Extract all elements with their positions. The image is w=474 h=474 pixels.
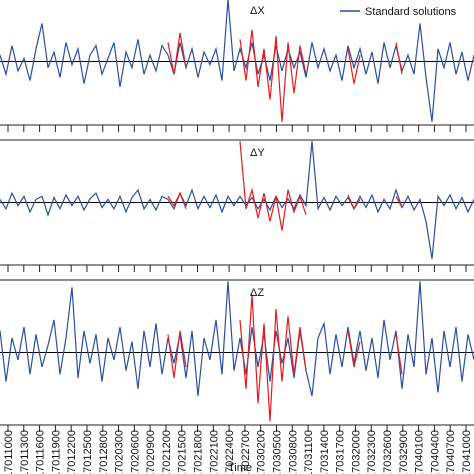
x-tick-label: 17011300 xyxy=(19,430,31,474)
x-tick-label: 17032000 xyxy=(350,430,362,474)
panel-title: ΔX xyxy=(250,5,265,17)
panel-title: ΔZ xyxy=(250,287,264,299)
x-tick-label: 17020900 xyxy=(145,430,157,474)
legend-label: Standard solutions xyxy=(365,6,457,18)
x-tick-label: 17022700 xyxy=(240,430,252,474)
series-line xyxy=(0,141,474,259)
x-axis-label: Time xyxy=(228,462,252,474)
panel-frame xyxy=(0,124,474,126)
series-line xyxy=(167,294,403,422)
x-tick-label: 17031700 xyxy=(335,430,347,474)
x-tick-label: 17021500 xyxy=(177,430,189,474)
x-tick-label: 17012800 xyxy=(98,430,110,474)
x-tick-label: 17032600 xyxy=(382,430,394,474)
x-tick-label: 17011600 xyxy=(35,430,47,474)
x-tick-label: 17020300 xyxy=(114,430,126,474)
x-tick-label: 17011000 xyxy=(3,430,15,474)
panel-frame xyxy=(0,139,474,266)
x-tick-label: 17030500 xyxy=(271,430,283,474)
series-line xyxy=(0,281,474,397)
x-tick-label: 17031100 xyxy=(303,430,315,474)
x-tick-label: 17021200 xyxy=(161,430,173,474)
series-line xyxy=(0,0,474,122)
x-tick-label: 17020600 xyxy=(129,430,141,474)
panel-title: ΔY xyxy=(250,147,265,159)
series-line xyxy=(167,29,403,122)
x-tick-label: 17040700 xyxy=(445,430,457,474)
x-tick-label: 17022400 xyxy=(224,430,236,474)
x-tick-label: 17032300 xyxy=(366,430,378,474)
panel-frame xyxy=(0,279,474,426)
x-tick-label: 17012200 xyxy=(66,430,78,474)
series-line xyxy=(167,141,403,231)
x-tick-label: 17040100 xyxy=(414,430,426,474)
x-tick-label: 17012500 xyxy=(82,430,94,474)
x-tick-label: 17021800 xyxy=(193,430,205,474)
x-tick-label: 17041000 xyxy=(461,430,473,474)
x-tick-label: 17022100 xyxy=(208,430,220,474)
x-tick-label: 17030800 xyxy=(287,430,299,474)
x-tick-label: 17040400 xyxy=(429,430,441,474)
x-tick-label: 17030200 xyxy=(256,430,268,474)
x-tick-label: 17032900 xyxy=(398,430,410,474)
x-tick-label: 17011900 xyxy=(50,430,62,474)
x-tick-label: 17031400 xyxy=(319,430,331,474)
